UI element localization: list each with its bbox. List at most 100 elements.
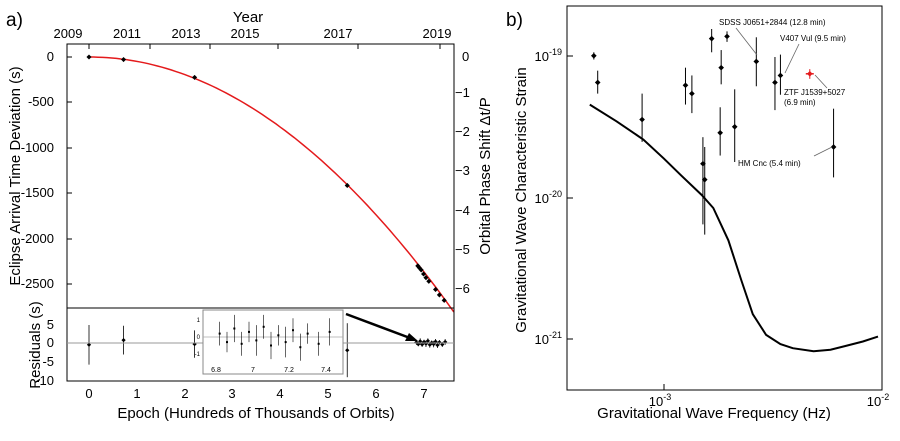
- y-tick-label: -2500: [21, 276, 54, 291]
- inset-x-tick: 7: [251, 367, 255, 374]
- y-tick-label: 0: [47, 49, 54, 64]
- inset-point: [292, 329, 294, 332]
- source-point: [753, 58, 760, 65]
- inset-arrow: [345, 312, 418, 341]
- residual-y-ticks: 5 0 -5 -10: [35, 317, 54, 388]
- source-point: [772, 79, 778, 86]
- inset-x-tick: 6.8: [211, 367, 221, 374]
- top-tick-label: 2013: [172, 26, 201, 41]
- panel-b-y-label: Gravitational Wave Characteristic Strain: [513, 67, 530, 332]
- inset-y-tick: 0: [197, 335, 201, 341]
- y-tick-label: -2000: [21, 231, 54, 246]
- inset-point: [306, 332, 309, 335]
- residual-inset: 6.8 7 7.2 7.4 1 0 -1: [195, 309, 344, 375]
- inset-point: [218, 332, 221, 335]
- source-point: [777, 72, 784, 79]
- inset-point: [233, 327, 236, 330]
- data-point: [436, 292, 442, 298]
- data-point: [423, 275, 429, 281]
- x-tick-label: 10-3: [649, 392, 671, 409]
- top-axis-tick-marks: [88, 44, 441, 49]
- y-right-axis-label: Orbital Phase Shift Δt/P: [477, 97, 494, 255]
- top-tick-label: 2019: [423, 26, 452, 41]
- panel-b-annotations: SDSS J0651+2844 (12.8 min) V407 Vul (9.5…: [719, 18, 846, 168]
- right-tick-label: −3: [455, 163, 470, 178]
- x-tick-label: 3: [228, 386, 235, 401]
- data-point: [441, 297, 447, 303]
- inset-point: [248, 330, 250, 333]
- main-plot-frame: [66, 43, 455, 309]
- inset-point: [240, 342, 243, 345]
- right-tick-label: −4: [455, 203, 470, 218]
- inset-point: [255, 339, 258, 342]
- annotation-sdss: SDSS J0651+2844 (12.8 min): [719, 18, 826, 27]
- res-tick-label: 5: [47, 317, 54, 332]
- source-point: [594, 79, 601, 86]
- panel-b-x-ticks: 10-3 10-2: [649, 384, 889, 409]
- data-point: [421, 271, 427, 277]
- data-point: [433, 286, 439, 292]
- source-point: [682, 82, 689, 89]
- residual-point: [345, 348, 350, 353]
- res-tick-label: -5: [42, 354, 54, 369]
- source-point: [718, 64, 725, 71]
- residual-point: [435, 343, 440, 348]
- inset-point: [284, 341, 287, 344]
- annotation-ztf-period: (6.9 min): [784, 98, 816, 107]
- top-tick-label: 2011: [113, 26, 141, 41]
- inset-y-tick: -1: [195, 352, 201, 358]
- top-axis-ticks: 2009 2011 2013 2015 2017 2019: [54, 26, 452, 41]
- right-y-ticks: 0 −1 −2 −3 −4 −5 −6: [455, 49, 470, 296]
- sensitivity-curve: [589, 103, 879, 353]
- top-tick-label: 2017: [324, 26, 353, 41]
- res-tick-label: 0: [47, 335, 54, 350]
- x-tick-label: 4: [276, 386, 283, 401]
- y-tick-label: 10-21: [535, 330, 562, 347]
- source-point: [708, 35, 715, 42]
- right-tick-label: −5: [455, 242, 470, 257]
- right-tick-label: −2: [455, 124, 470, 139]
- residual-point: [425, 338, 431, 343]
- panel-b-y-ticks: 10-19 10-20 10-21: [535, 47, 573, 347]
- annotation-pointer: [784, 43, 800, 74]
- res-tick-label: -10: [35, 373, 54, 388]
- y-tick-label: -1000: [21, 140, 54, 155]
- residual-point: [418, 339, 423, 344]
- inset-frame: [202, 309, 344, 375]
- x-axis-label: Epoch (Hundreds of Thousands of Orbits): [117, 405, 394, 422]
- x-ticks: 0 1 2 3 4 5 6 7: [85, 386, 427, 401]
- panel-b-frame: [566, 5, 883, 391]
- x-tick-label: 6: [372, 386, 379, 401]
- right-tick-label: −6: [455, 281, 470, 296]
- source-point: [731, 123, 738, 130]
- top-tick-label: 2009: [54, 26, 83, 41]
- annotation-pointer: [813, 146, 833, 157]
- panel-a-label: a): [6, 10, 23, 31]
- data-point: [418, 267, 424, 273]
- source-point: [701, 176, 708, 183]
- inset-arrow-line: [345, 312, 411, 340]
- data-point: [121, 56, 127, 63]
- x-tick-label: 2: [181, 386, 188, 401]
- data-point: [426, 278, 432, 284]
- top-axis-title: Year: [233, 9, 263, 26]
- source-point: [591, 52, 597, 59]
- y-tick-label: 10-20: [535, 189, 562, 206]
- x-tick-label: 10-2: [867, 392, 889, 409]
- inset-data: [218, 314, 331, 361]
- inset-point: [262, 325, 265, 328]
- x-tick-label: 7: [420, 386, 427, 401]
- y-left-axis-label: Eclipse Arrival Time Deviation (s): [7, 66, 24, 285]
- inset-arrow-head: [405, 333, 418, 341]
- panel-b-label: b): [506, 10, 523, 31]
- annotation-pointer: [735, 27, 758, 56]
- annotation-v407: V407 Vul (9.5 min): [780, 34, 846, 43]
- left-y-ticks: 0 -500 -1000 -1500 -2000 -2500: [21, 49, 72, 291]
- source-point: [689, 90, 695, 97]
- panel-b-data: [589, 28, 879, 353]
- inset-y-tick: 1: [197, 318, 201, 324]
- source-point: [724, 33, 730, 40]
- residual-point: [121, 337, 126, 343]
- panel-b-x-label: Gravitational Wave Frequency (Hz): [597, 405, 831, 422]
- top-tick-label: 2015: [231, 26, 260, 41]
